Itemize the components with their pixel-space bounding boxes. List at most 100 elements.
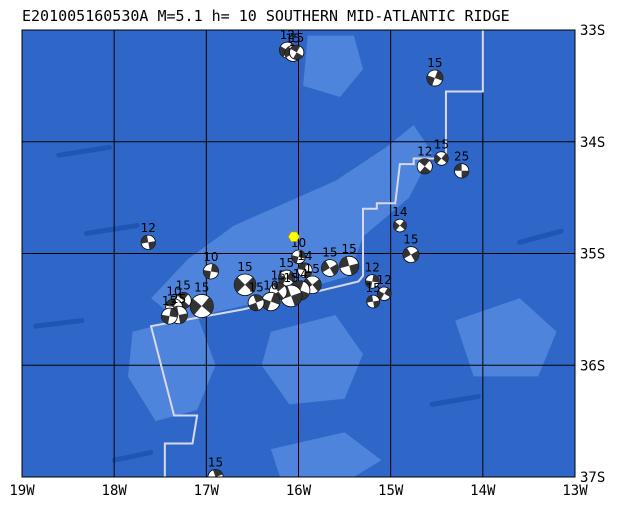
longitude-tick-label: 17W — [194, 483, 220, 499]
beachball-quadrant — [270, 292, 281, 305]
deep-trough — [33, 318, 85, 329]
beachball-quadrant — [372, 274, 379, 283]
beachball-quadrant — [410, 250, 419, 262]
beachball-quadrant — [366, 295, 374, 303]
focal-mechanism-beachball — [454, 163, 470, 179]
beachball-quadrant — [303, 270, 313, 278]
depth-label: 12 — [417, 145, 432, 159]
beachball-quadrant — [321, 260, 330, 273]
longitude-tick-label: 13W — [562, 483, 588, 499]
beachball-quadrant — [384, 287, 391, 298]
beachball-quadrant — [279, 46, 288, 58]
beachball-quadrant — [169, 308, 178, 318]
beachball-quadrant — [434, 154, 442, 164]
depth-label: 14 — [293, 267, 308, 281]
deep-trough — [517, 228, 564, 245]
deep-trough — [84, 223, 140, 236]
depth-label: 15 — [248, 281, 263, 295]
focal-mechanism-beachball — [289, 44, 305, 60]
depth-label: 14 — [392, 205, 407, 219]
depth-label: 10 — [263, 278, 278, 292]
focal-mechanism-beachball — [278, 269, 295, 287]
focal-mechanism-beachball — [416, 158, 433, 175]
depth-label: 15 — [322, 246, 337, 260]
beachball-quadrant — [312, 279, 322, 292]
beachball-quadrant — [284, 46, 293, 58]
focal-mechanism-beachball — [291, 249, 306, 265]
depth-label: 15 — [342, 242, 357, 256]
beachball-quadrant — [377, 290, 385, 300]
latitude-tick-label: 35S — [580, 247, 605, 263]
beachball-quadrant — [212, 469, 223, 477]
beachball-quadrant — [253, 294, 264, 303]
beachball-quadrant — [286, 271, 295, 283]
shallow-bathymetry — [127, 314, 216, 422]
focal-mechanism-beachball — [402, 246, 420, 264]
beachball-quadrant — [148, 241, 156, 250]
focal-mechanism-beachball — [207, 469, 224, 477]
beachball-quadrant — [349, 263, 359, 276]
depth-label: 12 — [280, 28, 295, 42]
beachball-quadrant — [161, 314, 170, 324]
beachball-quadrant — [454, 163, 462, 171]
focal-mechanism-beachball — [365, 274, 380, 289]
depth-label: 15 — [434, 138, 449, 152]
beachball-quadrant — [339, 256, 350, 269]
latitude-tick-label: 33S — [580, 23, 605, 39]
beachball-quadrant — [165, 298, 176, 308]
depth-label: 15 — [289, 31, 304, 45]
depth-label: 15 — [237, 260, 252, 274]
deep-trough — [56, 144, 113, 158]
axis-labels: 19W 18W 17W 16W 15W 14W 13W 33S 34S 35S 36S 37S — [9, 23, 605, 499]
focal-mechanism-beachball — [426, 69, 444, 87]
depth-label: 15 — [176, 278, 191, 292]
longitude-tick-label: 16W — [286, 483, 312, 499]
focal-mechanism-beachball — [321, 259, 339, 277]
beachball-quadrant — [298, 250, 306, 259]
focal-mechanism-beachball — [247, 294, 265, 312]
beachball-quadrant — [190, 298, 202, 315]
depth-label: 15 — [285, 31, 300, 45]
depth-label: 15 — [283, 271, 298, 285]
focal-mechanism-beachball — [161, 307, 178, 325]
beachball-quadrant — [272, 282, 285, 292]
depth-label: 10 — [203, 250, 218, 264]
focal-mechanism-beachball — [202, 263, 219, 280]
beachball-quadrant — [203, 270, 211, 279]
focal-mechanism-beachball — [339, 255, 360, 276]
beachball-quadrant — [399, 220, 407, 230]
beachball-quadrant — [234, 277, 246, 293]
beachball-quadrant — [141, 235, 149, 244]
beachball-quadrant — [329, 263, 339, 276]
beachball-quadrant — [201, 297, 214, 314]
beachball-quadrant — [245, 277, 256, 293]
beachball-quadrant — [178, 313, 188, 324]
depth-label: 15 — [208, 455, 223, 469]
depth-label: 12 — [141, 221, 156, 235]
shallow-bathymetry — [455, 298, 557, 377]
beachball-quadrant — [373, 300, 380, 308]
deep-trough — [111, 449, 154, 463]
longitude-tick-label: 18W — [102, 483, 128, 499]
focal-mechanism-beachball — [140, 234, 156, 250]
longitude-tick-label: 15W — [378, 483, 404, 499]
beachball-quadrant — [426, 75, 435, 86]
epicenter-hexagon-icon — [288, 231, 300, 242]
focal-mechanism-beachball — [377, 286, 392, 301]
shallow-bathymetry — [261, 314, 364, 405]
depth-label: 15 — [271, 269, 286, 283]
depth-label: 15 — [403, 233, 418, 247]
shallow-bathymetry — [303, 35, 364, 98]
focal-mechanism-beachball — [233, 273, 257, 296]
depth-label: 12 — [377, 273, 392, 287]
latitude-tick-label: 34S — [580, 135, 605, 151]
depth-label: 15 — [305, 262, 320, 276]
focal-mechanism-beachball — [189, 294, 214, 319]
deep-trough — [429, 394, 481, 407]
beachball-quadrant — [434, 70, 443, 81]
beachball-quadrant — [419, 166, 431, 174]
depth-label: 15 — [427, 56, 442, 70]
latitude-tick-label: 37S — [580, 470, 605, 486]
